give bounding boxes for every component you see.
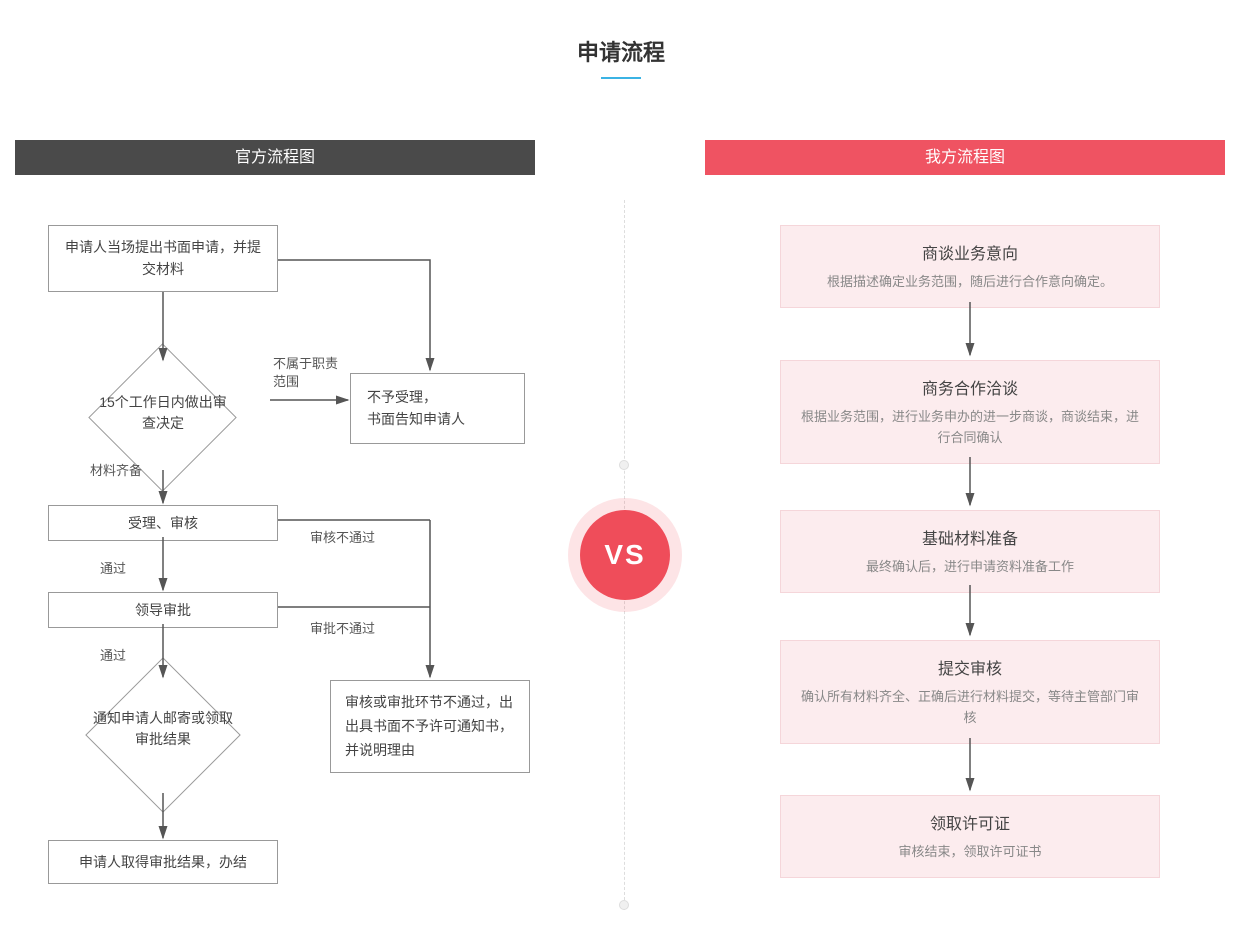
right-step-desc: 审核结束，领取许可证书 — [801, 842, 1139, 863]
flow-node-accept: 受理、审核 — [48, 505, 278, 541]
right-step-desc: 根据描述确定业务范围，随后进行合作意向确定。 — [801, 272, 1139, 293]
divider-dot — [619, 900, 629, 910]
page-title: 申请流程 — [0, 0, 1242, 67]
right-step-desc: 根据业务范围，进行业务申办的进一步商谈，商谈结束，进行合同确认 — [801, 407, 1139, 449]
vs-badge: VS — [580, 510, 670, 600]
divider-dot — [619, 460, 629, 470]
right-step-5: 领取许可证 审核结束，领取许可证书 — [780, 795, 1160, 878]
flow-node-notify-text: 通知申请人邮寄或领取审批结果 — [93, 708, 233, 750]
right-step-title: 商谈业务意向 — [801, 240, 1139, 264]
title-underline — [601, 77, 641, 79]
edge-label-pass1: 通过 — [100, 558, 126, 577]
right-step-title: 基础材料准备 — [801, 525, 1139, 549]
flow-node-deny: 审核或审批环节不通过，出出具书面不予许可通知书，并说明理由 — [330, 680, 530, 773]
edge-label-pass2: 通过 — [100, 645, 126, 664]
right-step-1: 商谈业务意向 根据描述确定业务范围，随后进行合作意向确定。 — [780, 225, 1160, 308]
right-step-title: 领取许可证 — [801, 810, 1139, 834]
right-step-title: 提交审核 — [801, 655, 1139, 679]
right-step-desc: 确认所有材料齐全、正确后进行材料提交，等待主管部门审核 — [801, 687, 1139, 729]
right-step-4: 提交审核 确认所有材料齐全、正确后进行材料提交，等待主管部门审核 — [780, 640, 1160, 744]
edge-label-review-fail: 审核不通过 — [310, 527, 375, 546]
flow-node-reject: 不予受理， 书面告知申请人 — [350, 373, 525, 444]
flow-node-submit: 申请人当场提出书面申请，并提交材料 — [48, 225, 278, 292]
flow-node-complete: 申请人取得审批结果，办结 — [48, 840, 278, 884]
left-header: 官方流程图 — [15, 140, 535, 175]
flow-node-review-decision-text: 15个工作日内做出审查决定 — [93, 392, 233, 434]
right-step-3: 基础材料准备 最终确认后，进行申请资料准备工作 — [780, 510, 1160, 593]
right-header: 我方流程图 — [705, 140, 1225, 175]
edge-label-notinscope: 不属于职责范围 — [273, 355, 343, 391]
right-step-desc: 最终确认后，进行申请资料准备工作 — [801, 557, 1139, 578]
edge-label-materials: 材料齐备 — [90, 460, 142, 479]
right-step-2: 商务合作洽谈 根据业务范围，进行业务申办的进一步商谈，商谈结束，进行合同确认 — [780, 360, 1160, 464]
flow-node-leader: 领导审批 — [48, 592, 278, 628]
right-step-title: 商务合作洽谈 — [801, 375, 1139, 399]
edge-label-approve-fail: 审批不通过 — [310, 618, 375, 637]
